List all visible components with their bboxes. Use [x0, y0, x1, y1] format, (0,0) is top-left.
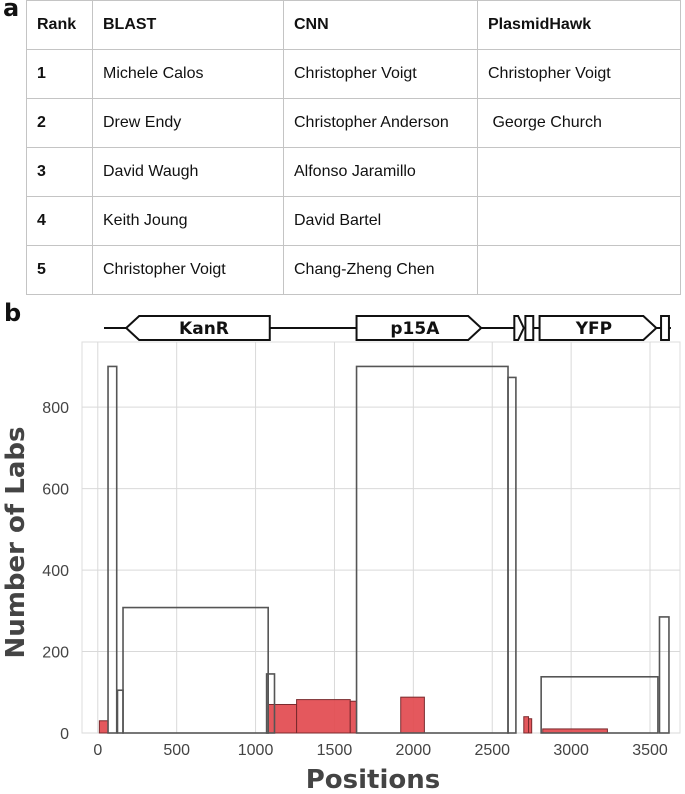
header-plasmidhawk: PlasmidHawk [477, 0, 681, 50]
feature-label: KanR [179, 319, 229, 339]
header-rank: Rank [26, 0, 93, 50]
feature-label: p15A [390, 319, 440, 339]
filled-bar [267, 703, 298, 734]
table-header-row: Rank BLAST CNN PlasmidHawk [26, 0, 681, 50]
rank-cell: 3 [26, 147, 93, 197]
x-tick-label: 3500 [632, 742, 668, 759]
rank-cell: 5 [26, 245, 93, 295]
y-tick-label: 600 [42, 482, 69, 499]
outline-bar [265, 673, 276, 734]
y-tick-label: 400 [42, 563, 69, 580]
x-tick-label: 2500 [474, 742, 510, 759]
table-row: 3 David Waugh Alfonso Jaramillo [26, 147, 681, 197]
feature-label: YFP [575, 319, 612, 339]
rank-cell: 2 [26, 98, 93, 148]
outline-bar [507, 376, 517, 734]
feature-shape [538, 315, 658, 341]
feature-shape [524, 315, 535, 341]
rank-cell: 1 [26, 49, 93, 99]
filled-bar [400, 696, 425, 734]
cnn-cell: Alfonso Jaramillo [283, 147, 478, 197]
filled-bar [349, 700, 358, 734]
plasmidhawk-cell [477, 196, 681, 246]
ranking-table: Rank BLAST CNN PlasmidHawk 1 Michele Cal… [26, 0, 681, 295]
blast-cell: David Waugh [92, 147, 284, 197]
x-axis-label: Positions [306, 765, 441, 794]
blast-cell: Keith Joung [92, 196, 284, 246]
feature-shape [355, 315, 483, 341]
cnn-cell: Christopher Voigt [283, 49, 478, 99]
outline-bar [658, 616, 670, 734]
x-tick-label: 1000 [238, 742, 274, 759]
plot-area [81, 341, 681, 734]
x-tick-label: 500 [163, 742, 190, 759]
feature-shape [513, 315, 525, 341]
filled-bar [523, 716, 530, 734]
feature-shape [124, 315, 271, 341]
table-row: 4 Keith Joung David Bartel [26, 196, 681, 246]
y-axis-label: Number of Labs [1, 427, 31, 659]
header-blast: BLAST [92, 0, 284, 50]
plasmidhawk-cell [477, 147, 681, 197]
y-tick-label: 0 [60, 726, 69, 743]
cnn-cell: Christopher Anderson [283, 98, 478, 148]
blast-cell: Michele Calos [92, 49, 284, 99]
plasmidhawk-cell [477, 245, 681, 295]
blast-cell: Christopher Voigt [92, 245, 284, 295]
table-row: 5 Christopher Voigt Chang-Zheng Chen [26, 245, 681, 295]
panel-b-letter: b [4, 299, 22, 327]
table-row: 2 Drew Endy Christopher Anderson George … [26, 98, 681, 148]
panel-a-letter: a [3, 0, 20, 22]
y-tick-label: 800 [42, 400, 69, 417]
rank-cell: 4 [26, 196, 93, 246]
labs-histogram-chart: 0 500 1000 1500 2000 2500 3000 3500 0 200 400 600 80… [1, 315, 681, 794]
x-tick-label: 0 [93, 742, 102, 759]
x-tick-label: 2000 [396, 742, 432, 759]
feature-shape [660, 315, 670, 341]
x-tick-label: 3000 [553, 742, 589, 759]
filled-bar [98, 720, 109, 734]
plasmidhawk-cell: George Church [477, 98, 681, 148]
plasmidhawk-cell: Christopher Voigt [477, 49, 681, 99]
filled-bar [296, 699, 351, 734]
cnn-cell: David Bartel [283, 196, 478, 246]
blast-cell: Drew Endy [92, 98, 284, 148]
outline-bar [107, 365, 118, 734]
cnn-cell: Chang-Zheng Chen [283, 245, 478, 295]
table-row: 1 Michele Calos Christopher Voigt Christ… [26, 49, 681, 99]
header-cnn: CNN [283, 0, 478, 50]
outline-bar [540, 675, 659, 734]
y-tick-label: 200 [42, 645, 69, 662]
x-tick-label: 1500 [317, 742, 353, 759]
filled-bar [528, 718, 533, 734]
outline-bar [122, 606, 269, 734]
